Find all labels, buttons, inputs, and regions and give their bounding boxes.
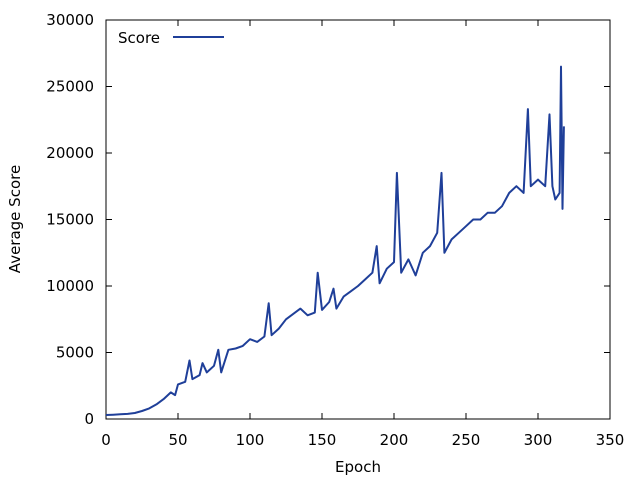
x-tick-labels: 0 50 100 150 200 250 300 350 [101, 431, 624, 449]
x-tick-label: 0 [101, 431, 111, 449]
y-tick-label: 30000 [46, 11, 94, 29]
y-tick-label: 25000 [46, 78, 94, 96]
x-tick-label: 200 [380, 431, 409, 449]
y-axis-title: Average Score [6, 165, 24, 273]
y-tick-label: 15000 [46, 211, 94, 229]
legend-label-score: Score [118, 29, 160, 47]
x-tick-label: 250 [452, 431, 481, 449]
x-tick-label: 50 [168, 431, 187, 449]
series-layer [105, 65, 565, 416]
y-tick-label: 20000 [46, 144, 94, 162]
y-tick-label: 5000 [56, 344, 94, 362]
x-tick-label: 100 [236, 431, 265, 449]
x-tick-label: 150 [308, 431, 337, 449]
y-tick-labels: 0 5000 10000 15000 20000 25000 30000 [46, 11, 94, 428]
series-line-score [105, 65, 565, 416]
legend: Score [118, 29, 224, 47]
plot-frame [105, 19, 611, 420]
x-tick-label: 300 [524, 431, 553, 449]
axis-ticks [105, 19, 611, 420]
x-axis-title: Epoch [335, 458, 381, 476]
y-tick-label: 0 [84, 410, 94, 428]
y-tick-label: 10000 [46, 277, 94, 295]
x-tick-label: 350 [596, 431, 625, 449]
